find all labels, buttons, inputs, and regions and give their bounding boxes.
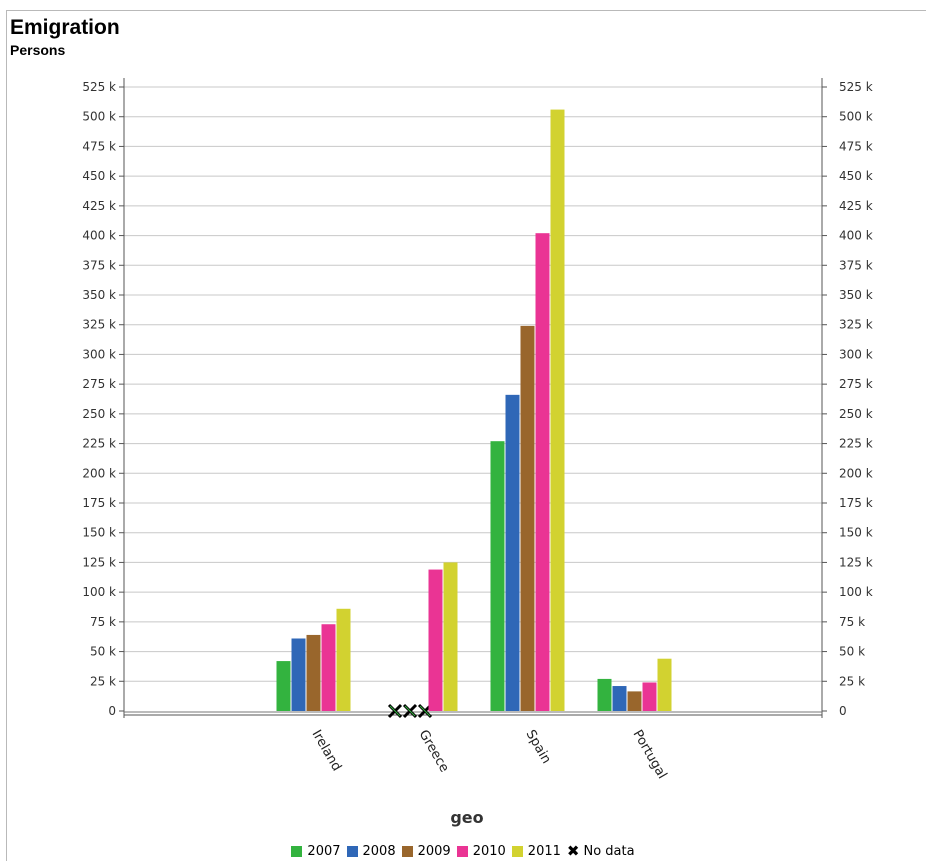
x-tick-label: Spain: [523, 728, 554, 767]
legend-item-2009: 2009: [401, 843, 451, 859]
y-tick-label-right: 0: [839, 704, 847, 718]
bar-2007-spain: [490, 441, 505, 711]
legend-swatch: [511, 845, 523, 857]
y-tick-label-left: 425 k: [82, 199, 116, 213]
x-axis-label: geo: [450, 808, 483, 827]
legend-label: 2011: [527, 843, 561, 859]
y-tick-label-right: 425 k: [839, 199, 873, 213]
legend-item-no-data: ✖ No data: [566, 841, 635, 860]
legend-swatch: [346, 845, 358, 857]
x-tick-label: Greece: [416, 728, 452, 776]
y-tick-label-left: 0: [108, 704, 116, 718]
y-tick-label-left: 375 k: [82, 258, 116, 272]
bar-2007-portugal: [597, 678, 612, 711]
legend-label: 2010: [472, 843, 506, 859]
bar-2009-spain: [520, 325, 535, 711]
y-tick-label-right: 125 k: [839, 555, 873, 569]
y-tick-label-left: 175 k: [82, 496, 116, 510]
bars: [276, 109, 672, 719]
y-tick-label-left: 25 k: [90, 674, 116, 688]
bar-2008-spain: [505, 394, 520, 711]
y-tick-label-right: 50 k: [839, 645, 865, 659]
gridlines: [124, 86, 822, 682]
y-tick-label-right: 175 k: [839, 496, 873, 510]
bar-2011-spain: [550, 109, 565, 711]
no-data-marker-inner: [389, 705, 401, 717]
frame-top-border: [6, 10, 926, 11]
bar-2008-portugal: [612, 686, 627, 711]
y-tick-label-right: 100 k: [839, 585, 873, 599]
y-tick-label-right: 75 k: [839, 615, 865, 629]
y-tick-label-right: 200 k: [839, 466, 873, 480]
y-tick-label-left: 75 k: [90, 615, 116, 629]
bar-2011-greece: [443, 562, 458, 711]
y-tick-label-left: 350 k: [82, 288, 116, 302]
chart-title: Emigration: [10, 16, 120, 39]
legend-swatch: [456, 845, 468, 857]
y-tick-label-left: 125 k: [82, 555, 116, 569]
legend-swatch: [291, 845, 303, 857]
y-tick-label-left: 150 k: [82, 526, 116, 540]
legend-item-2010: 2010: [456, 843, 506, 859]
legend-item-2011: 2011: [511, 843, 561, 859]
y-tick-label-right: 400 k: [839, 229, 873, 243]
y-tick-label-right: 350 k: [839, 288, 873, 302]
y-tick-label-left: 500 k: [82, 110, 116, 124]
bar-2010-ireland: [321, 624, 336, 711]
bar-2011-portugal: [657, 658, 672, 711]
legend-item-2007: 2007: [291, 843, 341, 859]
legend-label: 2008: [362, 843, 396, 859]
labels: 0 0 25 k 25 k 50 k 50 k 75 k 75 k 100 k 100 k 125 …: [82, 80, 872, 782]
y-tick-label-left: 225 k: [82, 437, 116, 451]
y-tick-label-right: 375 k: [839, 258, 873, 272]
bar-2009-ireland: [306, 634, 321, 711]
y-tick-label-right: 25 k: [839, 674, 865, 688]
legend-label: 2007: [307, 843, 341, 859]
y-tick-label-right: 525 k: [839, 80, 873, 94]
y-tick-label-left: 100 k: [82, 585, 116, 599]
y-tick-label-right: 450 k: [839, 169, 873, 183]
y-tick-label-left: 400 k: [82, 229, 116, 243]
legend-swatch: [401, 845, 413, 857]
bar-2009-portugal: [627, 691, 642, 711]
x-tick-label: Ireland: [309, 728, 344, 774]
bar-2011-ireland: [336, 608, 351, 711]
y-tick-label-right: 250 k: [839, 407, 873, 421]
y-tick-label-left: 50 k: [90, 645, 116, 659]
frame-left-border: [6, 10, 7, 861]
y-tick-label-left: 525 k: [82, 80, 116, 94]
no-data-marker-inner: [404, 705, 416, 717]
bar-2010-greece: [428, 569, 443, 711]
y-tick-label-right: 275 k: [839, 377, 873, 391]
y-tick-label-left: 250 k: [82, 407, 116, 421]
no-data-marker-inner: [419, 705, 431, 717]
chart-subtitle: Persons: [10, 42, 66, 58]
legend-item-2008: 2008: [346, 843, 396, 859]
bar-2010-spain: [535, 233, 550, 712]
x-tick-label: Portugal: [630, 728, 670, 782]
y-tick-label-left: 300 k: [82, 347, 116, 361]
bar-2007-ireland: [276, 661, 291, 711]
axes: [119, 78, 827, 718]
y-tick-label-right: 475 k: [839, 139, 873, 153]
legend-label: No data: [583, 843, 635, 859]
y-tick-label-left: 275 k: [82, 377, 116, 391]
no-data-icon: ✖: [566, 841, 580, 860]
y-tick-label-left: 450 k: [82, 169, 116, 183]
bar-2008-ireland: [291, 638, 306, 711]
bar-2010-portugal: [642, 682, 657, 711]
y-tick-label-left: 325 k: [82, 318, 116, 332]
bar-chart: 0 0 25 k 25 k 50 k 50 k 75 k 75 k 100 k 100 k 125 …: [82, 78, 873, 827]
legend: 2007 2008 2009 2010 2011 ✖ No data: [0, 842, 926, 860]
y-tick-label-right: 300 k: [839, 347, 873, 361]
y-tick-label-right: 325 k: [839, 318, 873, 332]
legend-label: 2009: [417, 843, 451, 859]
y-tick-label-left: 200 k: [82, 466, 116, 480]
y-tick-label-left: 475 k: [82, 139, 116, 153]
y-tick-label-right: 225 k: [839, 437, 873, 451]
y-tick-label-right: 500 k: [839, 110, 873, 124]
y-tick-label-right: 150 k: [839, 526, 873, 540]
